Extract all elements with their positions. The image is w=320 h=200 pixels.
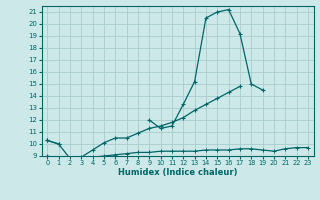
X-axis label: Humidex (Indice chaleur): Humidex (Indice chaleur) [118,168,237,177]
